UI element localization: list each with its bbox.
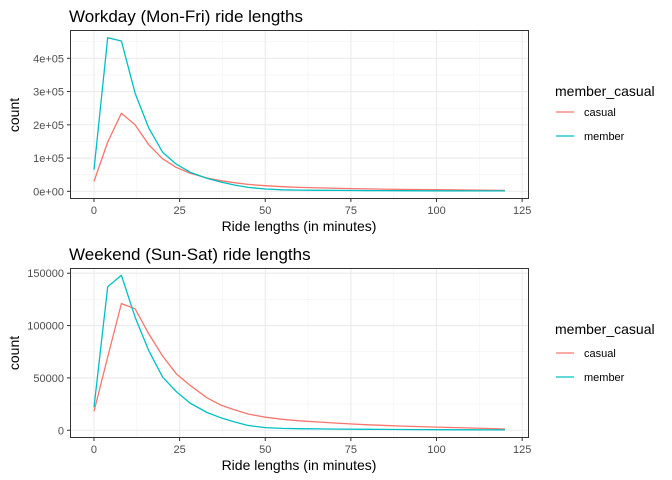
y-tick-label: 100000 <box>27 321 64 333</box>
weekend-legend-label-member: member <box>584 372 625 384</box>
y-tick-label: 4e+05 <box>33 53 64 65</box>
x-tick-label: 25 <box>173 205 185 217</box>
weekend-chart-title: Weekend (Sun-Sat) ride lengths <box>69 245 311 264</box>
y-tick-label: 2e+05 <box>33 120 64 132</box>
weekend-y-axis-label: count <box>6 336 22 370</box>
x-tick-label: 50 <box>259 205 271 217</box>
series-line-member <box>93 37 505 192</box>
workday-grid <box>67 30 529 202</box>
workday-x-axis-label: Ride lengths (in minutes) <box>222 218 377 234</box>
weekend-y-ticks: 0 50000 100000 150000 <box>27 268 64 437</box>
y-tick-label: 0e+00 <box>33 186 64 198</box>
weekend-legend: member_casual casual member <box>555 321 655 384</box>
series-line-casual <box>93 112 506 192</box>
x-tick-label: 125 <box>513 444 531 456</box>
workday-x-ticks: 0 25 50 75 100 125 <box>91 205 531 217</box>
series-line-casual <box>93 302 506 430</box>
x-tick-label: 0 <box>91 444 97 456</box>
workday-legend-title: member_casual <box>555 83 655 99</box>
x-tick-label: 100 <box>427 444 445 456</box>
x-tick-label: 0 <box>91 205 97 217</box>
workday-plot-border <box>70 30 529 199</box>
y-tick-label: 1e+05 <box>33 153 64 165</box>
workday-y-axis-label: count <box>6 98 22 132</box>
weekend-panel: Weekend (Sun-Sat) ride lengths 0 50000 1… <box>6 245 655 473</box>
x-tick-label: 75 <box>345 205 357 217</box>
x-tick-label: 50 <box>259 444 271 456</box>
workday-legend: member_casual casual member <box>555 83 655 143</box>
y-tick-label: 0 <box>58 425 64 437</box>
y-tick-label: 150000 <box>27 268 64 280</box>
workday-legend-label-member: member <box>584 131 625 143</box>
weekend-x-ticks: 0 25 50 75 100 125 <box>91 444 531 456</box>
x-tick-label: 125 <box>513 205 531 217</box>
weekend-legend-label-casual: casual <box>584 348 616 360</box>
series-line-member <box>93 274 506 431</box>
weekend-legend-title: member_casual <box>555 321 655 337</box>
workday-legend-label-casual: casual <box>584 107 616 119</box>
workday-series-lines <box>93 37 506 192</box>
workday-chart-title: Workday (Mon-Fri) ride lengths <box>69 7 303 26</box>
weekend-grid <box>67 268 529 441</box>
x-tick-label: 25 <box>173 444 185 456</box>
x-tick-label: 100 <box>427 205 445 217</box>
workday-panel: Workday (Mon-Fri) ride lengths 0e+00 1e+… <box>6 7 655 234</box>
y-tick-label: 50000 <box>33 373 64 385</box>
y-tick-label: 3e+05 <box>33 87 64 99</box>
weekend-plot-border <box>70 268 529 438</box>
weekend-series-lines <box>93 274 506 431</box>
weekend-x-axis-label: Ride lengths (in minutes) <box>222 457 377 473</box>
x-tick-label: 75 <box>345 444 357 456</box>
workday-y-ticks: 0e+00 1e+05 2e+05 3e+05 4e+05 <box>33 53 64 198</box>
